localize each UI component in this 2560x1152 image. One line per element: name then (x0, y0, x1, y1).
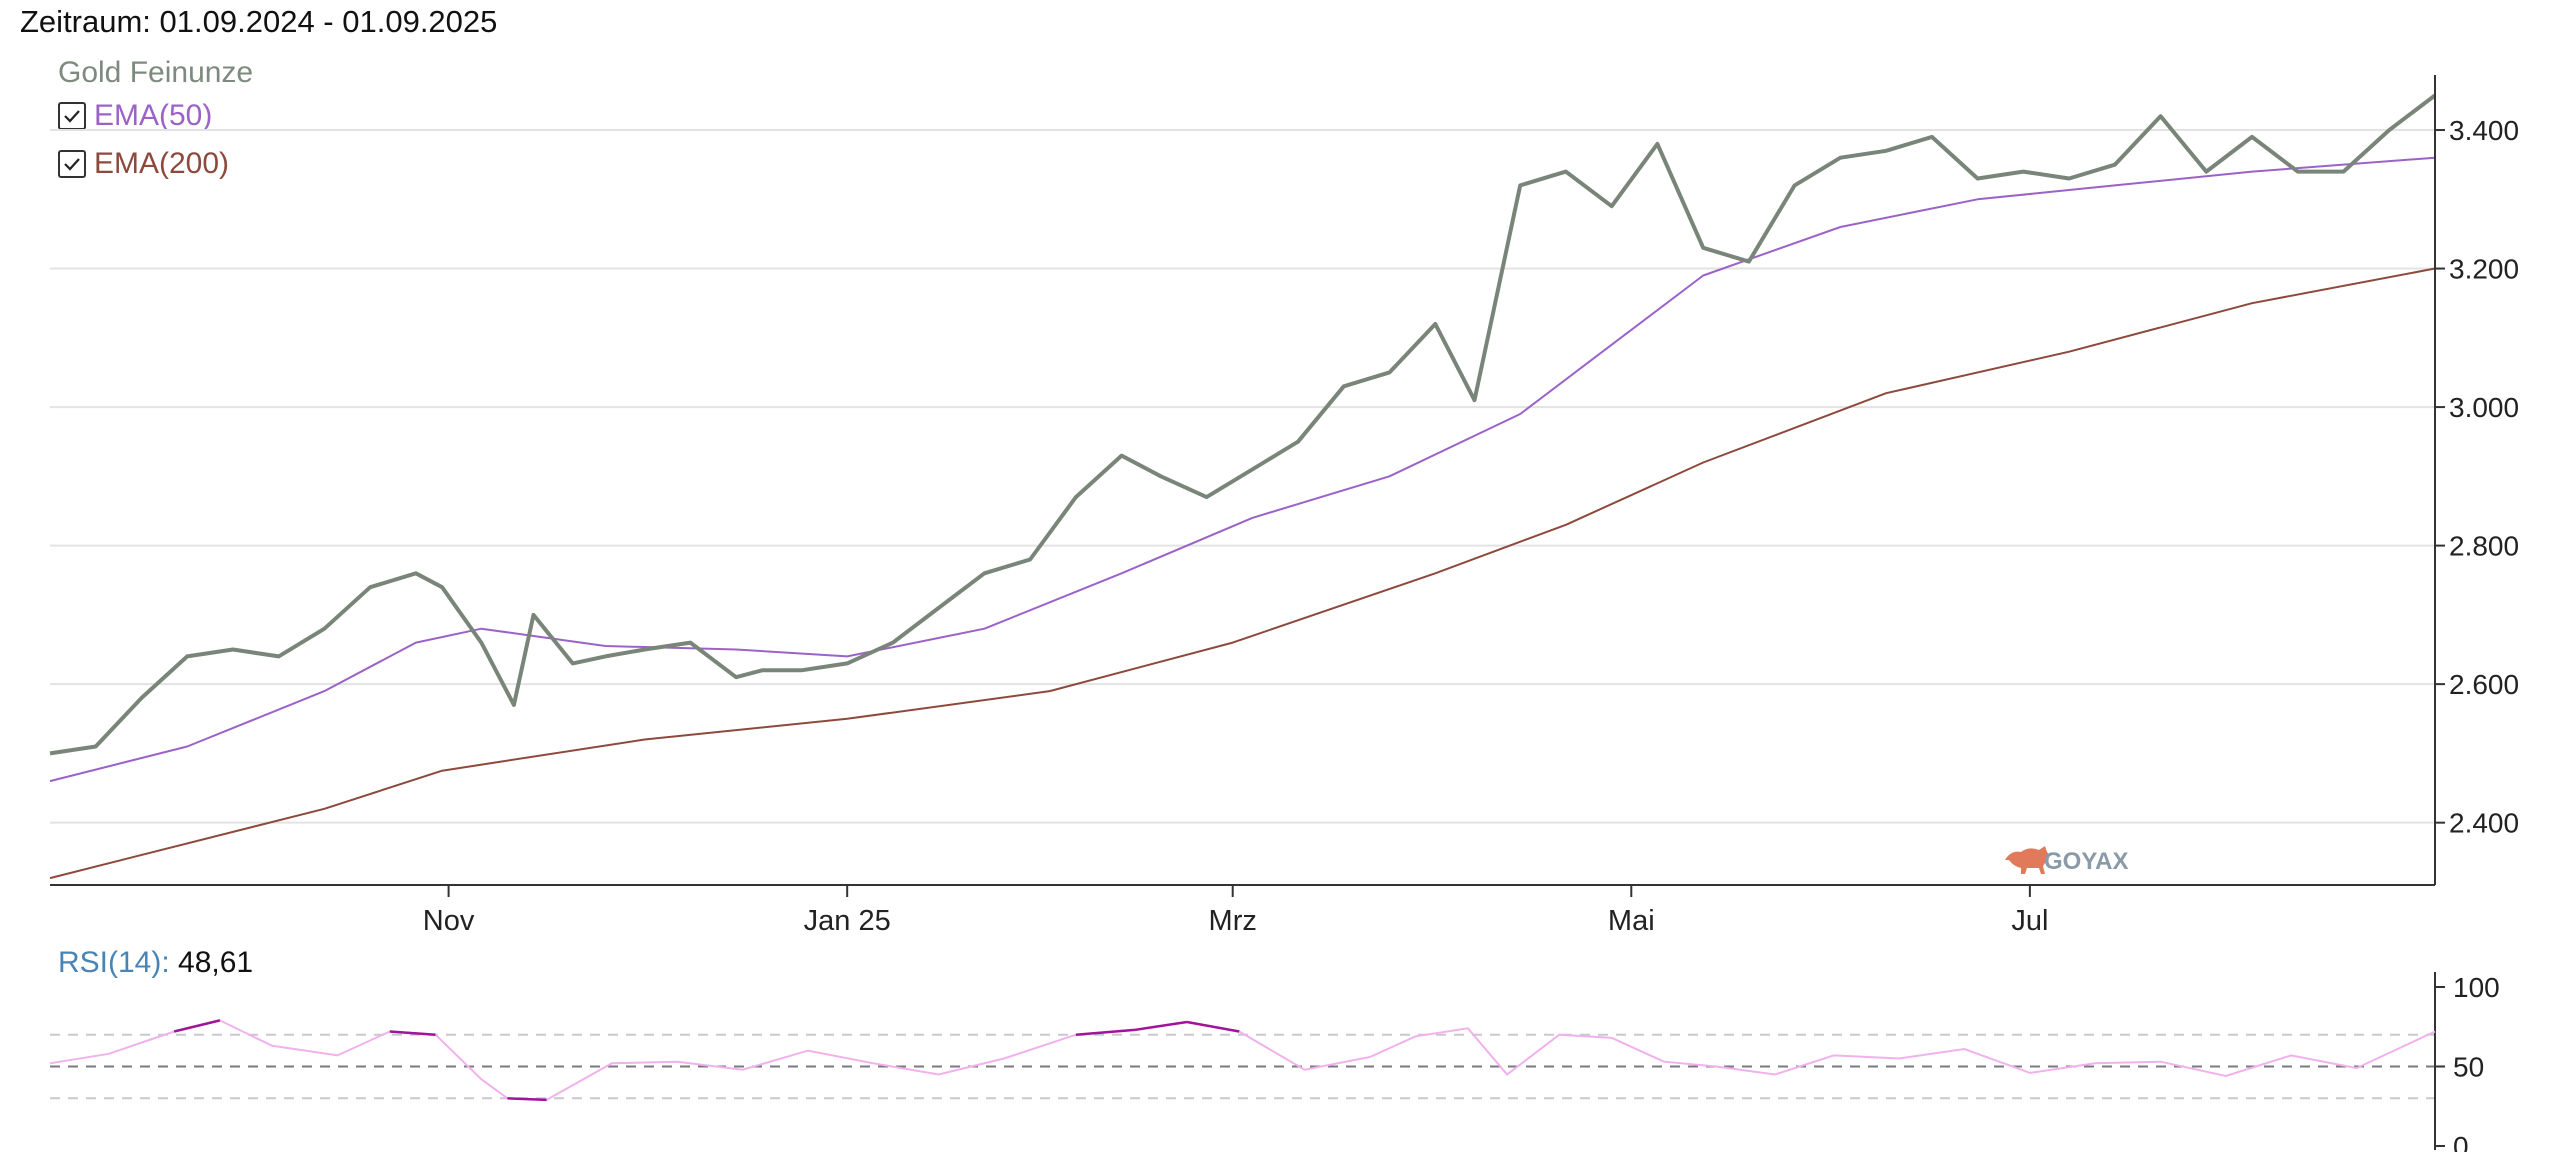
y-tick-label: 2.400 (2449, 808, 2519, 839)
ema50-checkbox[interactable] (58, 102, 86, 130)
checkmark-icon (64, 158, 80, 171)
period-value: 01.09.2024 - 01.09.2025 (159, 4, 498, 39)
period-header: Zeitraum: 01.09.2024 - 01.09.2025 (20, 4, 497, 40)
rsi-extreme-segment (173, 1019, 221, 1033)
y-tick-label: 3.000 (2449, 392, 2519, 423)
y-tick-label: 2.600 (2449, 669, 2519, 700)
price-line (49, 93, 2437, 756)
rsi-extreme-segment (1075, 1028, 1135, 1036)
rsi-indicator-label: RSI(14): 48,61 (58, 946, 253, 980)
rsi-extreme-segment (389, 1030, 436, 1036)
rsi-tick-label: 100 (2453, 972, 2500, 1003)
ema200-checkbox[interactable] (58, 150, 86, 178)
goyax-watermark: GOYAX (2005, 846, 2128, 875)
x-tick-label: Mai (1608, 905, 1655, 937)
goyax-watermark-text: GOYAX (2044, 848, 2128, 875)
checkmark-icon (64, 110, 80, 123)
y-tick-label: 2.800 (2449, 531, 2519, 562)
legend-instrument-name: Gold Feinunze (58, 56, 254, 89)
rsi-extreme-segment (1186, 1020, 1240, 1033)
period-label: Zeitraum: (20, 4, 151, 39)
legend-item-ema50[interactable]: EMA(50) (58, 92, 253, 140)
chart-legend: Gold Feinunze EMA(50) EMA(200) (58, 54, 253, 188)
rsi-extreme-segment (1134, 1020, 1188, 1032)
ema200-line (49, 267, 2436, 880)
x-tick-label: Mrz (1209, 905, 1257, 937)
rsi-tick-label: 0 (2453, 1131, 2469, 1152)
rsi-tick-label: 50 (2453, 1052, 2484, 1083)
ema50-legend-label: EMA(50) (94, 99, 213, 132)
rsi-name: RSI(14): (58, 946, 170, 979)
ema50-line (49, 156, 2436, 783)
bull-logo-icon (2005, 846, 2049, 874)
y-tick-label: 3.400 (2449, 115, 2519, 146)
x-tick-label: Nov (423, 905, 475, 937)
rsi-value: 48,61 (178, 946, 254, 979)
ema200-legend-label: EMA(200) (94, 147, 230, 180)
legend-item-ema200[interactable]: EMA(200) (58, 140, 253, 188)
x-tick-label: Jul (2011, 905, 2048, 937)
x-tick-label: Jan 25 (804, 905, 891, 937)
rsi-extreme-segment (507, 1097, 547, 1102)
y-tick-label: 3.200 (2449, 254, 2519, 285)
